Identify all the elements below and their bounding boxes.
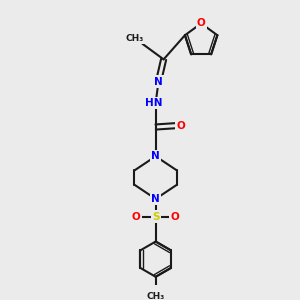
Text: O: O [171,212,179,221]
Text: O: O [176,121,185,130]
Text: HN: HN [146,98,163,108]
Text: N: N [151,151,160,161]
Text: N: N [151,194,160,204]
Text: N: N [154,76,163,86]
Text: O: O [197,18,206,28]
Text: CH₃: CH₃ [125,34,143,43]
Text: CH₃: CH₃ [146,292,165,300]
Text: O: O [132,212,141,221]
Text: S: S [152,212,159,221]
